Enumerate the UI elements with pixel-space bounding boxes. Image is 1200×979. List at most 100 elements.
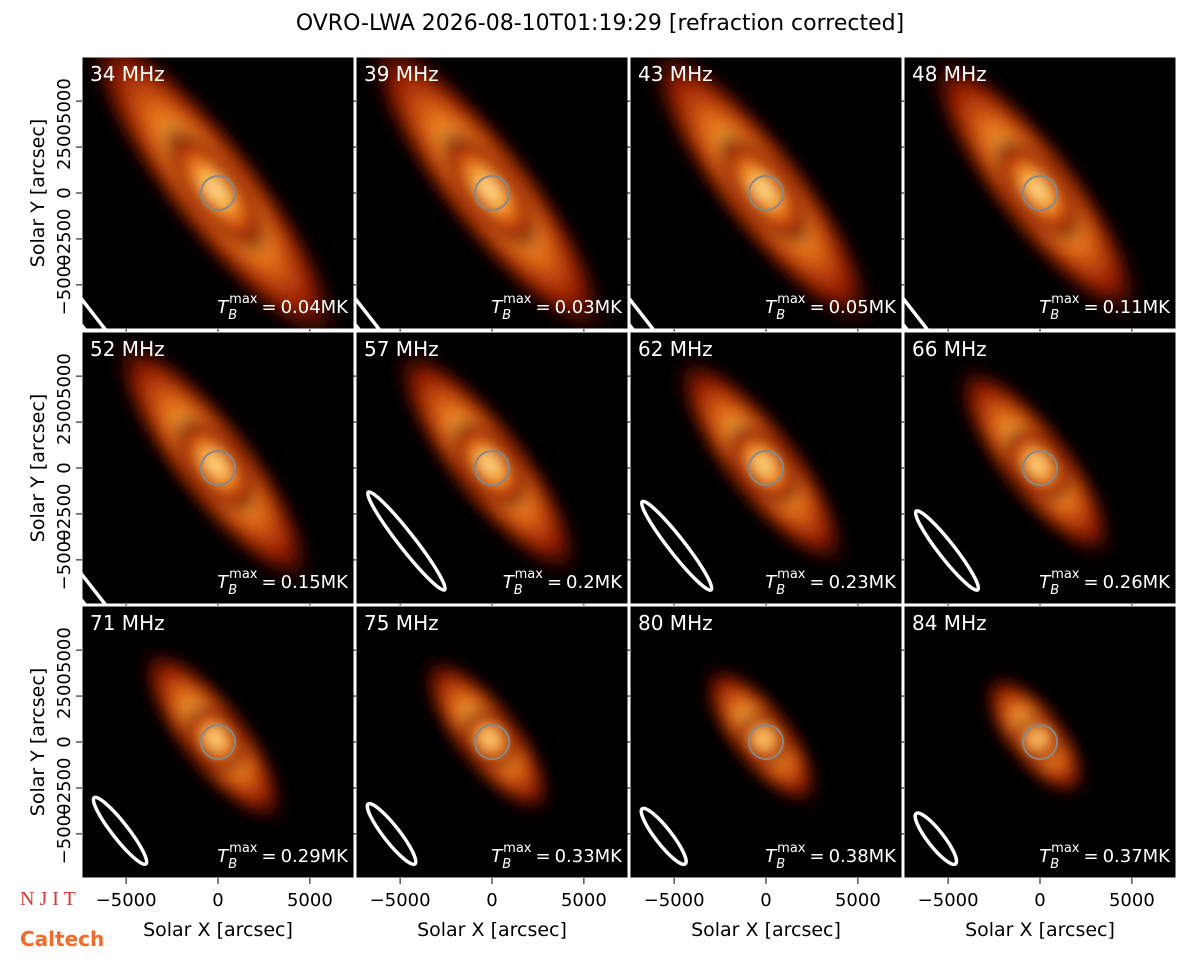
image <box>630 57 902 329</box>
panel: 34 MHz TBmax = 0.04MK −5000−2500 0 25005000Sol… <box>27 56 355 335</box>
y-tick-label: 2500 <box>54 399 75 445</box>
beam <box>82 450 200 604</box>
tmax-label: TBmax = 0.2MK <box>503 567 624 598</box>
solar-disk <box>474 724 510 760</box>
tmax-sub: B <box>228 308 237 323</box>
image <box>904 606 1176 878</box>
beam <box>91 795 149 867</box>
emission <box>640 57 882 329</box>
image <box>904 332 1176 604</box>
x-tick-label: 0 <box>486 890 497 911</box>
tmax-label: TBmax = 0.26MK <box>1039 567 1171 598</box>
tmax-symbol: T <box>765 846 778 867</box>
beam <box>639 806 688 867</box>
frequency-label: 48 MHz <box>912 62 987 86</box>
tmax-symbol: T <box>503 572 516 593</box>
tmax-sup: max <box>229 567 258 582</box>
frequency-label: 62 MHz <box>638 337 713 361</box>
x-tick-label: 5000 <box>561 890 607 911</box>
y-tick-label: −5000 <box>54 254 75 315</box>
tmax-label: TBmax = 0.04MK <box>217 292 349 323</box>
panel: 75 MHz TBmax = 0.33MK −5000 0 5000 Solar X [arc… <box>350 605 629 941</box>
tmax-sup: max <box>229 841 258 856</box>
emission-core <box>715 132 812 248</box>
solar-disk <box>200 175 236 211</box>
tmax-sup: max <box>777 841 806 856</box>
beam <box>639 499 714 592</box>
y-axis-label: Solar Y [arcsec] <box>27 394 49 542</box>
y-tick-label: 2500 <box>54 124 75 170</box>
image <box>82 606 354 878</box>
beam <box>365 801 418 867</box>
tmax-sup: max <box>777 292 806 307</box>
beam <box>82 135 231 329</box>
tmax-sub: B <box>1050 857 1059 872</box>
tmax-sub: B <box>514 583 523 598</box>
tmax-sub: B <box>1050 583 1059 598</box>
panel: 52 MHz TBmax = 0.15MK −5000−2500 0 25005000Sol… <box>27 331 355 610</box>
tmax-symbol: T <box>217 297 230 318</box>
tmax-value: 0.2MK <box>566 572 623 593</box>
tmax-sup: max <box>1051 567 1080 582</box>
tmax-sub: B <box>228 857 237 872</box>
tmax-symbol: T <box>217 572 230 593</box>
tmax-label: TBmax = 0.15MK <box>217 567 349 598</box>
image <box>630 606 902 878</box>
x-tick-label: 5000 <box>287 890 333 911</box>
solar-disk <box>1022 175 1058 211</box>
emission <box>359 57 615 329</box>
tmax-value: 0.29MK <box>281 846 350 867</box>
tmax-sub: B <box>776 857 785 872</box>
tmax-label: TBmax = 0.29MK <box>217 841 349 872</box>
y-tick-label: −5000 <box>54 529 75 590</box>
tmax-eq: = <box>547 572 562 593</box>
x-tick-label: 0 <box>760 890 771 911</box>
panel: 43 MHz TBmax = 0.05MK <box>624 56 903 335</box>
beam <box>904 135 1053 329</box>
image <box>356 57 628 329</box>
tmax-value: 0.15MK <box>281 572 350 593</box>
tmax-symbol: T <box>217 846 230 867</box>
x-tick-label: 5000 <box>1109 890 1155 911</box>
tmax-eq: = <box>535 846 550 867</box>
x-tick-label: −5000 <box>644 890 705 911</box>
x-axis-label: Solar X [arcsec] <box>143 919 293 941</box>
x-tick-label: 5000 <box>835 890 881 911</box>
emission-core <box>726 422 801 508</box>
tmax-label: TBmax = 0.37MK <box>1039 841 1171 872</box>
tmax-eq: = <box>1083 846 1098 867</box>
emission <box>137 642 290 829</box>
emission <box>699 661 823 810</box>
x-axis-label: Solar X [arcsec] <box>417 919 567 941</box>
y-tick-label: 0 <box>54 187 75 198</box>
tmax-symbol: T <box>491 846 504 867</box>
tmax-value: 0.05MK <box>829 297 898 318</box>
emission <box>82 57 349 329</box>
tmax-label: TBmax = 0.38MK <box>765 841 897 872</box>
tmax-eq: = <box>1083 572 1098 593</box>
tmax-label: TBmax = 0.05MK <box>765 292 897 323</box>
image <box>904 57 1176 329</box>
frequency-label: 34 MHz <box>90 62 165 86</box>
emission-core <box>992 136 1083 244</box>
tmax-eq: = <box>1083 297 1098 318</box>
panel: 84 MHz TBmax = 0.37MK −5000 0 5000 Solar X [arc… <box>898 605 1177 941</box>
tmax-sup: max <box>503 841 532 856</box>
x-tick-label: −5000 <box>96 890 157 911</box>
tmax-value: 0.04MK <box>281 297 350 318</box>
y-tick-label: −2500 <box>54 758 75 819</box>
x-axis-label: Solar X [arcsec] <box>691 919 841 941</box>
emission <box>107 332 319 593</box>
image <box>82 57 354 329</box>
frequency-label: 75 MHz <box>364 611 439 635</box>
tmax-value: 0.11MK <box>1103 297 1172 318</box>
beam <box>913 811 959 867</box>
emission-core <box>173 414 258 515</box>
tmax-symbol: T <box>1039 572 1052 593</box>
figure-title: OVRO-LWA 2026-08-10T01:19:29 [refraction… <box>296 11 904 36</box>
emission-core <box>1003 425 1072 504</box>
tmax-eq: = <box>809 297 824 318</box>
solar-disk <box>200 450 236 486</box>
y-tick-label: 5000 <box>54 353 75 399</box>
